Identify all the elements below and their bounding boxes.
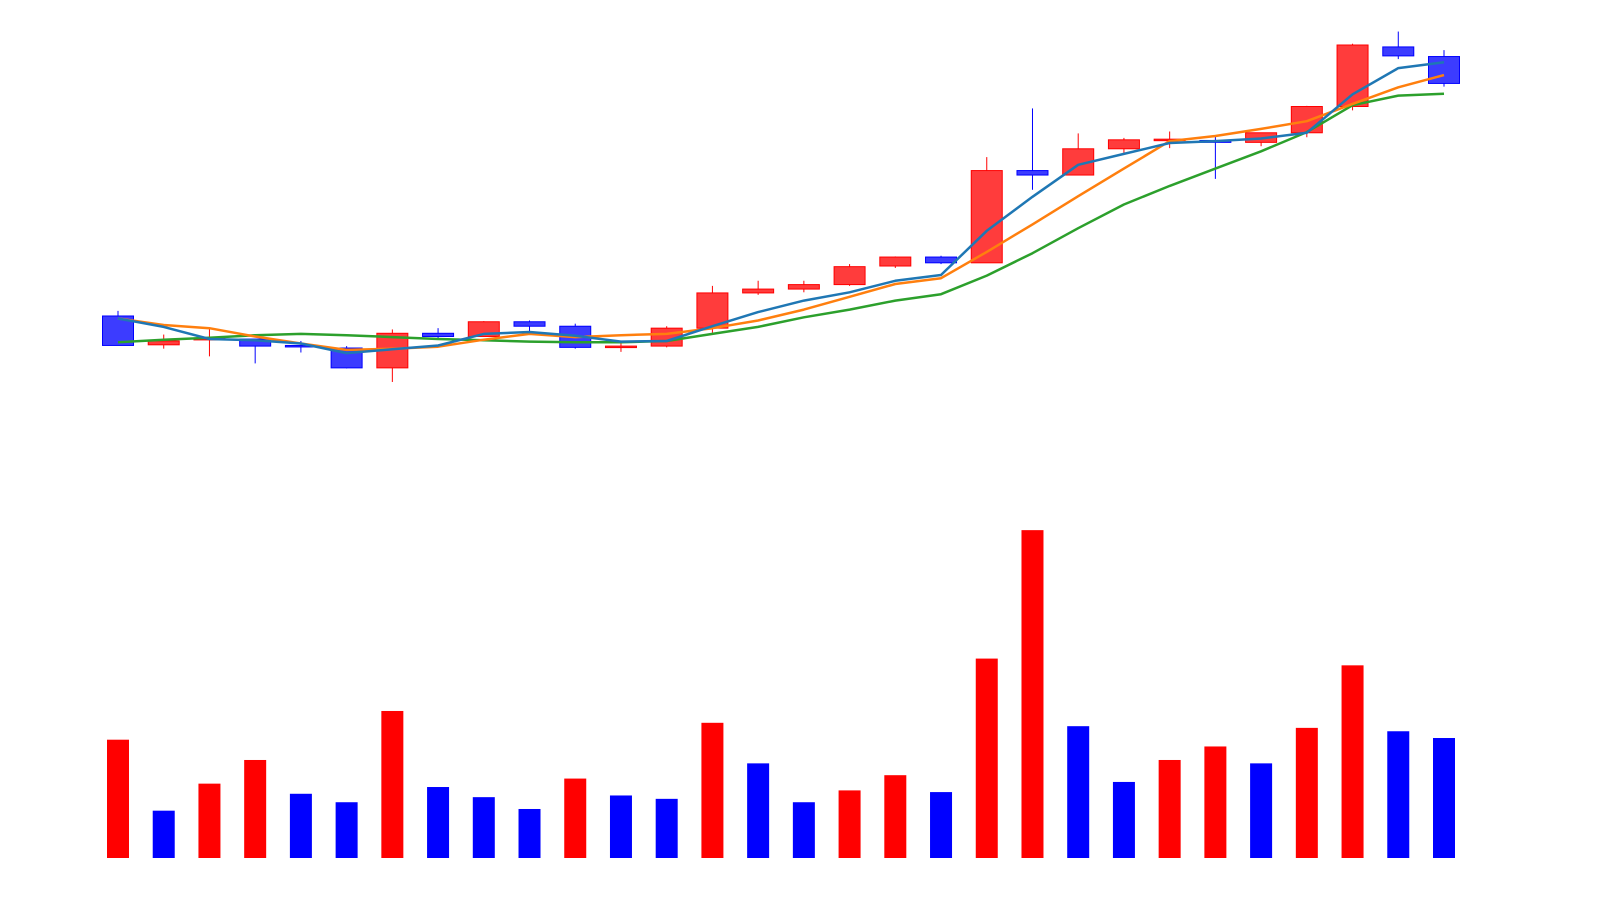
candle-20 [970,157,1003,264]
candle-3 [193,328,226,357]
volume-bar-23 [1112,781,1135,858]
candle-body [1107,139,1140,150]
volume-bar-25 [1204,746,1227,858]
candle-1 [102,310,134,346]
volume-bar-27 [1295,727,1318,858]
candle-2 [147,334,180,349]
volume-bar-12 [609,795,632,858]
candle-body [925,256,958,264]
candle-18 [879,256,912,268]
candle-10 [513,320,546,332]
volume-bar-8 [427,787,450,858]
volume-bar-19 [930,792,953,858]
candle-30 [1428,50,1460,87]
volume-bar-21 [1021,530,1044,858]
candle-body [1382,46,1415,57]
volume-bar-1 [107,739,129,858]
volume-bar-3 [198,783,221,858]
volume-bar-15 [747,763,770,858]
volume-bar-6 [335,802,358,858]
volume-bar-20 [975,658,998,858]
volume-bar-9 [472,797,495,858]
moving-average-slow-line [117,92,1445,344]
moving-average-fast-line [117,61,1445,355]
candle-21 [1016,108,1049,190]
volume-bar-5 [289,793,312,858]
candle-body [1336,44,1369,107]
candle-17 [833,264,866,286]
candle-body [1428,56,1460,84]
candle-body [604,345,637,349]
candle-body [147,340,180,346]
candle-23 [1107,137,1140,154]
volume-bar-14 [701,722,724,858]
candle-15 [742,280,775,295]
candle-body [787,284,820,290]
candle-body [422,332,455,337]
candle-4 [239,338,272,364]
candle-body [1016,170,1049,176]
volume-bar-13 [655,798,678,858]
candle-22 [1062,133,1095,176]
volume-bar-10 [518,808,541,858]
volume-bar-29 [1387,731,1410,858]
candle-body [879,256,912,267]
candle-body [513,321,546,327]
candle-body [742,288,775,294]
volume-bar-4 [244,759,267,858]
candle-body [970,170,1003,264]
volume-bar-11 [564,778,587,858]
volume-bar-17 [838,790,861,858]
candle-body [833,266,866,286]
volume-bar-7 [381,710,404,858]
volume-bar-24 [1158,759,1181,858]
volume-bar-22 [1067,726,1090,858]
volume-bar-2 [152,810,175,858]
candle-body [1290,106,1323,134]
volume-bar-16 [792,802,815,858]
volume-bar-26 [1250,763,1273,858]
candle-16 [787,280,820,293]
volume-bar-28 [1341,665,1364,858]
volume-bar-30 [1433,738,1455,858]
moving-average-mid-line [117,73,1445,352]
volume-bar-panel [107,530,1455,858]
price-candlestick-panel [102,31,1460,382]
candle-29 [1382,31,1415,60]
volume-bar-18 [884,775,907,858]
